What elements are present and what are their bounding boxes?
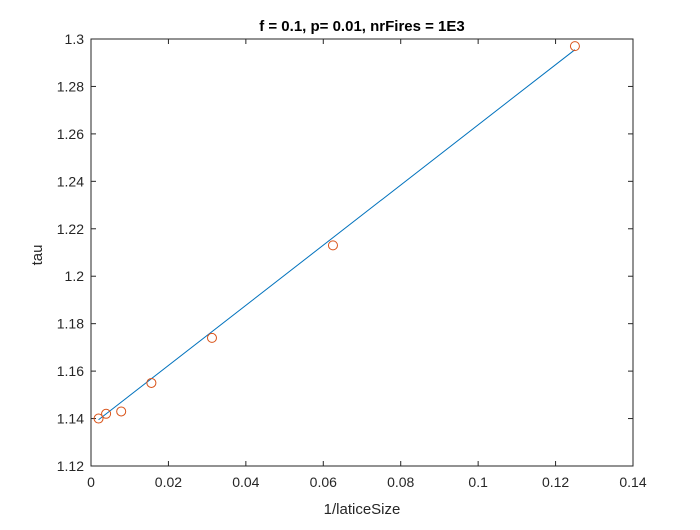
- x-tick-label: 0.04: [232, 474, 259, 490]
- y-tick-label: 1.16: [57, 363, 84, 379]
- axes-box: [90, 38, 634, 467]
- y-tick-label: 1.18: [57, 316, 84, 332]
- data-point-marker: [101, 408, 112, 419]
- x-tick-label: 0.08: [387, 474, 414, 490]
- y-tick-label: 1.22: [57, 221, 84, 237]
- y-axis-label: tau: [29, 245, 46, 266]
- y-tick-label: 1.12: [57, 458, 84, 474]
- x-tick-label: 0.14: [619, 474, 646, 490]
- y-tick-label: 1.14: [57, 411, 84, 427]
- y-tick-label: 1.3: [65, 31, 85, 47]
- x-tick-label: 0.1: [468, 474, 488, 490]
- data-point-marker: [93, 413, 104, 424]
- data-point-marker: [116, 406, 127, 417]
- data-point-marker: [327, 240, 338, 251]
- x-tick-label: 0.06: [310, 474, 337, 490]
- plot-area: 0 0.02 0.04 0.06 0.08 0.1 0.12 0.14 1.12 1.14 1.16…: [57, 31, 647, 490]
- x-tick-label: 0.12: [542, 474, 569, 490]
- fit-line: [98, 49, 576, 421]
- chart-title: f = 0.1, p= 0.01, nrFires = 1E3: [259, 18, 465, 35]
- x-axis-label: 1/laticeSize: [324, 501, 401, 518]
- y-tick-label: 1.26: [57, 126, 84, 142]
- x-tick-label: 0: [87, 474, 95, 490]
- data-point-marker: [146, 377, 157, 388]
- y-tick-label: 1.28: [57, 78, 84, 94]
- data-point-marker: [206, 332, 217, 343]
- data-point-marker: [569, 41, 580, 52]
- x-tick-label: 0.02: [155, 474, 182, 490]
- y-tick-label: 1.24: [57, 173, 84, 189]
- y-tick-label: 1.2: [65, 268, 85, 284]
